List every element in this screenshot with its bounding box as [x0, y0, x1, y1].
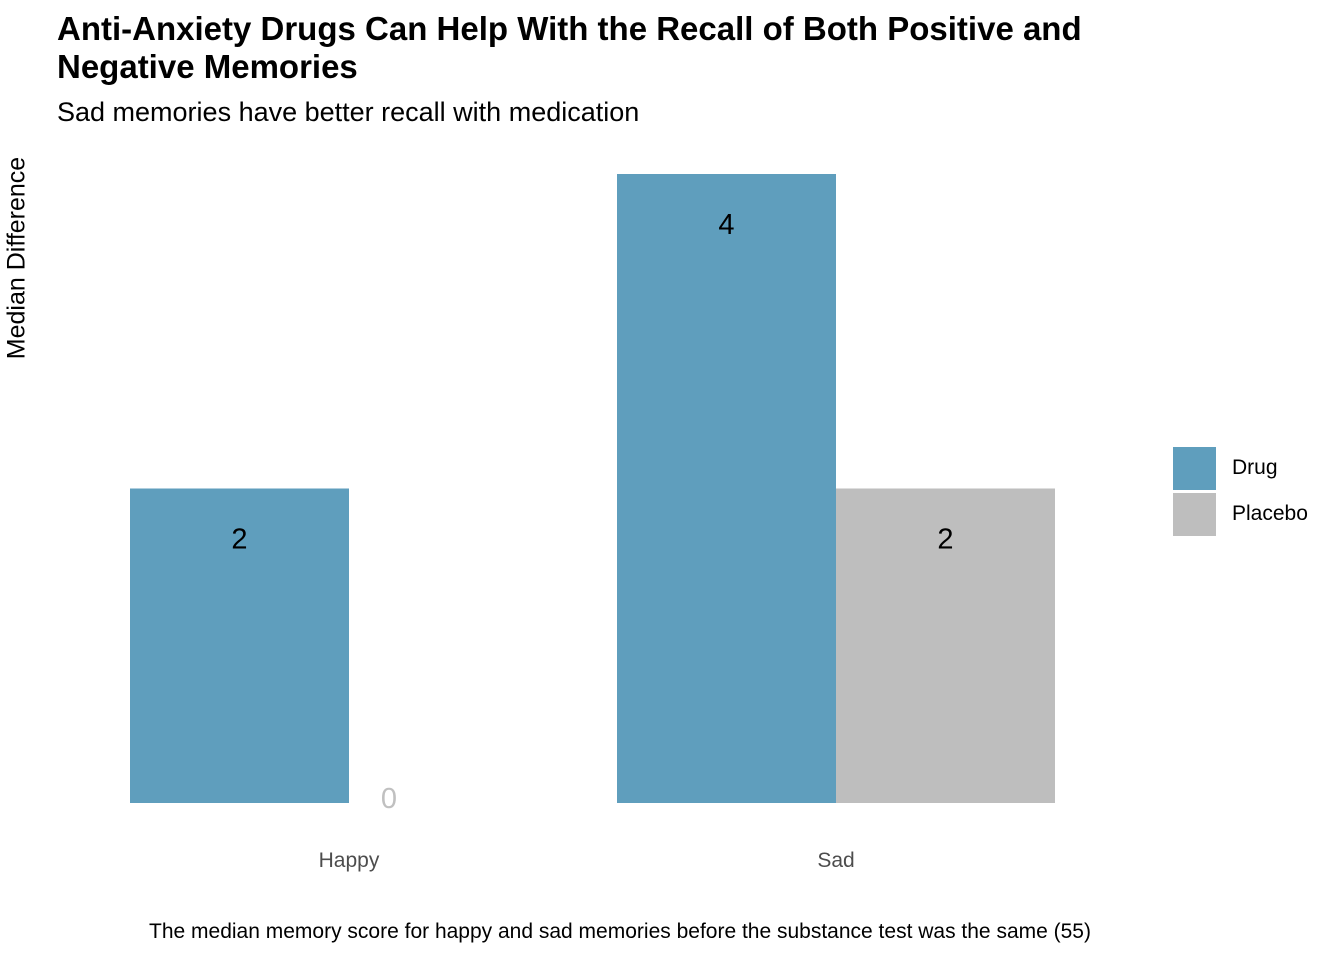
- bar-placebo-sad: [836, 488, 1055, 803]
- chart-caption: The median memory score for happy and sa…: [149, 920, 1091, 943]
- bar-drug-happy: [130, 488, 349, 803]
- legend-item-placebo: Placebo: [1173, 491, 1308, 537]
- bar-drug-sad: [617, 174, 836, 803]
- legend-item-drug: Drug: [1173, 445, 1308, 491]
- legend-swatch-placebo: [1173, 492, 1216, 536]
- data-label-placebo-sad: 2: [937, 524, 953, 556]
- data-label-drug-happy: 2: [231, 524, 247, 556]
- legend-label-drug: Drug: [1232, 456, 1278, 479]
- x-tick-label-happy: Happy: [319, 849, 380, 872]
- x-tick-label-sad: Sad: [817, 849, 854, 872]
- chart-subtitle: Sad memories have better recall with med…: [57, 97, 640, 127]
- chart-title: Anti-Anxiety Drugs Can Help With the Rec…: [57, 10, 1082, 85]
- legend-swatch-drug: [1173, 446, 1216, 490]
- legend: Drug Placebo: [1173, 445, 1308, 537]
- data-label-drug-sad: 4: [718, 209, 734, 241]
- data-label-placebo-happy: 0: [381, 783, 397, 815]
- legend-label-placebo: Placebo: [1232, 502, 1308, 525]
